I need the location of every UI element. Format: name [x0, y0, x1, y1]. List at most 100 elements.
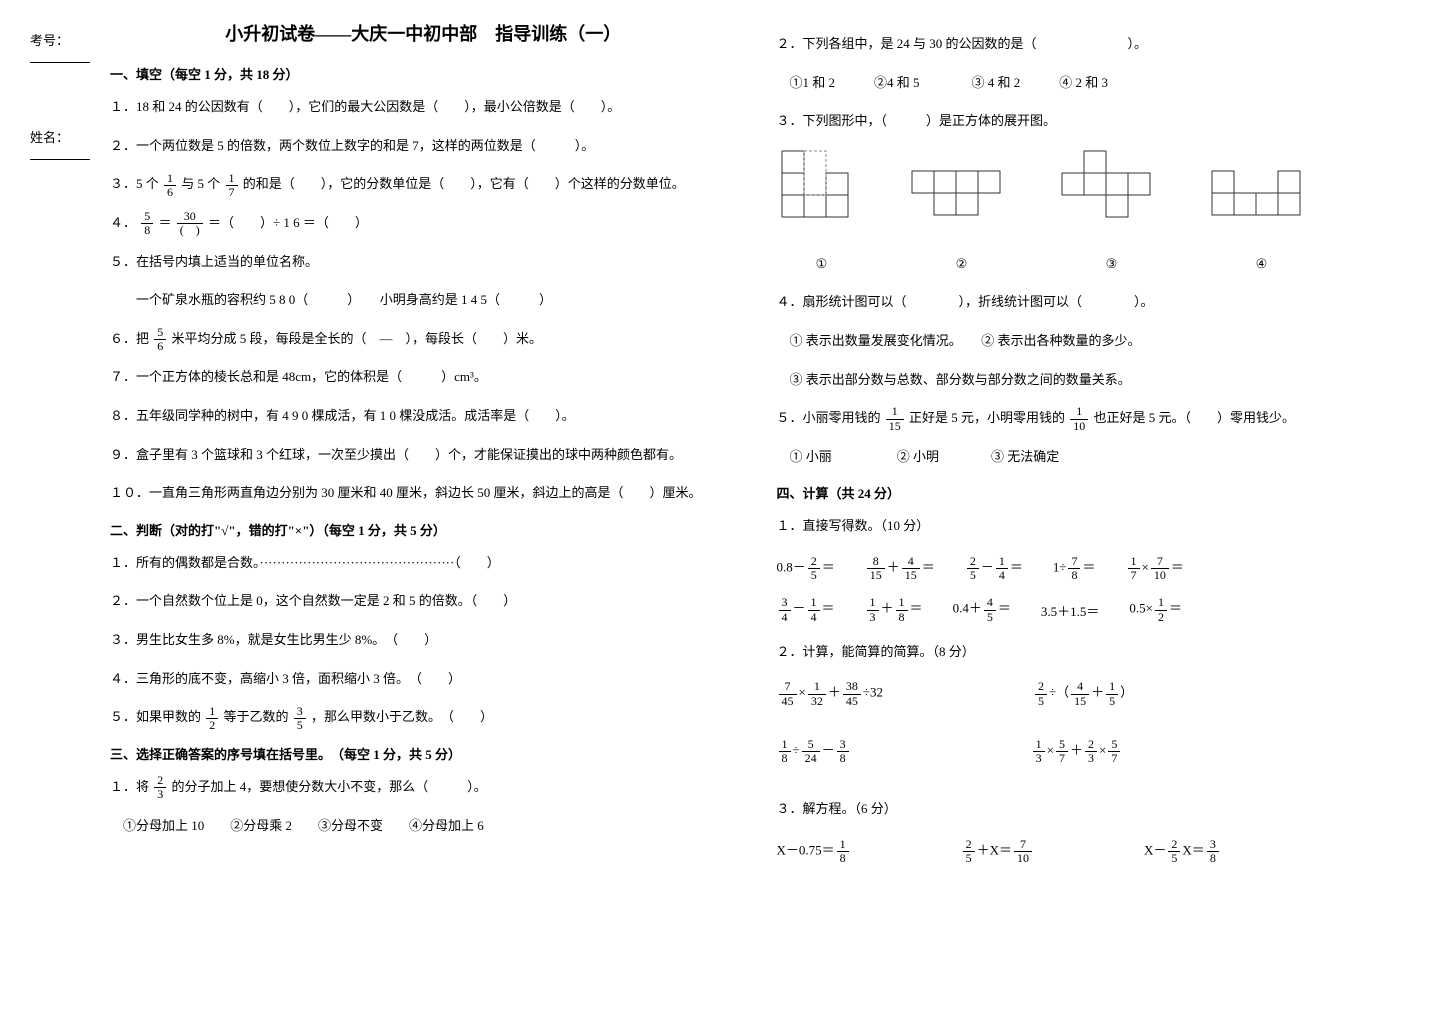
eq-2c: 0.4＋45＝ [953, 596, 1011, 623]
s3-q4-opts1: ① 表示出数量发展变化情况。 ② 表示出各种数量的多少。 [777, 327, 1404, 356]
s1-q3-c: 的和是（ ），它的分数单位是（ ），它有（ ）个这样的分数单位。 [243, 176, 685, 191]
section-1-head: 一、填空（每空 1 分，共 18 分） [110, 64, 737, 83]
s3-q4: ４．扇形统计图可以（ ），折线统计图可以（ ）。 [777, 288, 1404, 317]
s1-q3: ３．5 个 16 与 5 个 17 的和是（ ），它的分数单位是（ ），它有（ … [110, 170, 737, 199]
s4-sub2: ２．计算，能简算的简算。（8 分） [777, 638, 1404, 667]
mental-row-1: 0.8－25＝ 815＋415＝ 25－14＝ 1÷78＝ 17×710＝ [777, 555, 1404, 582]
calc-row-1: 745×132＋3845÷32 25÷（415＋15） [777, 680, 1404, 707]
net-label-4: ④ [1207, 250, 1317, 279]
eq-1d: 1÷78＝ [1053, 555, 1096, 582]
s2-q5-b: 等于乙数的 [224, 709, 289, 724]
paper-title: 小升初试卷——大庆一中初中部 指导训练（一） [110, 20, 737, 46]
eq-1b: 815＋415＝ [865, 555, 935, 582]
s3-q5-opts: ① 小丽 ② 小明 ③ 无法确定 [777, 443, 1404, 472]
exam-page: 考号： 姓名： 小升初试卷——大庆一中初中部 指导训练（一） 一、填空（每空 1… [30, 20, 1403, 879]
frac-1-7: 17 [226, 172, 238, 199]
eq-2d: 3.5＋1.5＝ [1041, 601, 1100, 620]
s3-q1: １．将 23 的分子加上 4，要想使分数大小不变，那么（ ）。 [110, 773, 737, 802]
net-1 [777, 146, 867, 240]
content-columns: 小升初试卷——大庆一中初中部 指导训练（一） 一、填空（每空 1 分，共 18 … [110, 20, 1403, 879]
student-name-label: 姓名： [30, 127, 110, 164]
s1-q5: ５．在括号内填上适当的单位名称。 [110, 248, 737, 277]
net-label-3: ③ [1057, 250, 1167, 279]
eq-1c: 25－14＝ [965, 555, 1023, 582]
calc-a: 745×132＋3845÷32 [777, 680, 884, 707]
frac-30-blank: 30( ) [177, 210, 203, 237]
exam-no-text: 考号： [30, 33, 69, 48]
s3-q2: ２．下列各组中，是 24 与 30 的公因数的是（ ）。 [777, 30, 1404, 59]
s3-q3: ３．下列图形中，（ ）是正方体的展开图。 [777, 107, 1404, 136]
s2-q1: １．所有的偶数都是合数。····························… [110, 549, 737, 578]
net-4 [1207, 166, 1317, 240]
net-label-1: ① [777, 250, 867, 279]
s3-q1-b: 的分子加上 4，要想使分数大小不变，那么（ ）。 [172, 779, 487, 794]
s1-q10: １０．一直角三角形两直角边分别为 30 厘米和 40 厘米，斜边长 50 厘米，… [110, 479, 737, 508]
s1-q9: ９．盒子里有 3 个篮球和 3 个红球，一次至少摸出（ ）个，才能保证摸出的球中… [110, 441, 737, 470]
frac-1-10: 110 [1070, 405, 1088, 432]
s1-q6: ６．把 56 米平均分成 5 段，每段是全长的（ — ），每段长（ ）米。 [110, 325, 737, 354]
calc-c: 18÷524－38 [777, 738, 851, 765]
binding-margin: 考号： 姓名： [30, 20, 110, 879]
eqn-row: X－0.75＝18 25＋X＝710 X－25X＝38 [777, 838, 1404, 865]
frac-5-8: 58 [141, 210, 153, 237]
s1-q6-b: 米平均分成 5 段，每段是全长的（ — ），每段长（ ）米。 [172, 331, 543, 346]
s1-q7: ７．一个正方体的棱长总和是 48cm，它的体积是（ ）cm³。 [110, 363, 737, 392]
net-2 [907, 166, 1017, 240]
net-label-2: ② [907, 250, 1017, 279]
s1-q5-line: 一个矿泉水瓶的容积约 5 8 0（ ） 小明身高约是 1 4 5（ ） [110, 286, 737, 315]
s2-q5-a: ５．如果甲数的 [110, 709, 201, 724]
blank-line [30, 49, 90, 63]
net-labels: ① ② ③ ④ [777, 250, 1404, 279]
s4-sub1: １．直接写得数。（10 分） [777, 512, 1404, 541]
s1-q4-b: ＝（ ）÷ 1 6 ＝（ ） [208, 215, 368, 230]
calc-row-2: 18÷524－38 13×57＋23×57 [777, 738, 1404, 765]
s3-q5-a: ５．小丽零用钱的 [777, 410, 881, 425]
frac-3-5: 35 [294, 705, 306, 732]
eqn-a: X－0.75＝18 [777, 838, 851, 865]
frac-1-15: 115 [886, 405, 904, 432]
s4-sub3: ３．解方程。（6 分） [777, 795, 1404, 824]
eq-2a: 34－14＝ [777, 596, 835, 623]
eq-1e: 17×710＝ [1126, 555, 1184, 582]
calc-b: 25÷（415＋15） [1033, 680, 1133, 707]
section-2-head: 二、判断（对的打"√"，错的打"×"）（每空 1 分，共 5 分） [110, 520, 737, 539]
s3-q4-opts2: ③ 表示出部分数与总数、部分数与部分数之间的数量关系。 [777, 366, 1404, 395]
s1-q8: ８．五年级同学种的树中，有 4 9 0 棵成活，有 1 0 棵没成活。成活率是（… [110, 402, 737, 431]
s2-q5: ５．如果甲数的 12 等于乙数的 35 ，那么甲数小于乙数。 （ ） [110, 703, 737, 732]
section-4-head: 四、计算（共 24 分） [777, 483, 1404, 502]
eq-2b: 13＋18＝ [865, 596, 923, 623]
mental-row-2: 34－14＝ 13＋18＝ 0.4＋45＝ 3.5＋1.5＝ 0.5×12＝ [777, 596, 1404, 623]
s3-q5-c: 也正好是 5 元。（ ）零用钱少。 [1094, 410, 1296, 425]
net-3 [1057, 146, 1167, 240]
blank-line [30, 146, 90, 160]
calc-d: 13×57＋23×57 [1031, 738, 1123, 765]
s1-q3-a: ３．5 个 [110, 176, 159, 191]
s2-q2: ２．一个自然数个位上是 0，这个自然数一定是 2 和 5 的倍数。（ ） [110, 587, 737, 616]
eqn-c: X－25X＝38 [1144, 838, 1221, 865]
s3-q2-opts: ①1 和 2 ②4 和 5 ③ 4 和 2 ④ 2 和 3 [777, 69, 1404, 98]
s3-q5-b: 正好是 5 元，小明零用钱的 [909, 410, 1065, 425]
s1-q6-a: ６．把 [110, 331, 149, 346]
eq-2e: 0.5×12＝ [1129, 596, 1182, 623]
frac-2-3: 23 [154, 774, 166, 801]
left-column: 小升初试卷——大庆一中初中部 指导训练（一） 一、填空（每空 1 分，共 18 … [110, 20, 737, 879]
s3-q5: ５．小丽零用钱的 115 正好是 5 元，小明零用钱的 110 也正好是 5 元… [777, 404, 1404, 433]
s2-q5-c: ，那么甲数小于乙数。 （ ） [311, 709, 493, 724]
s1-q4: ４． 58 ＝ 30( ) ＝（ ）÷ 1 6 ＝（ ） [110, 209, 737, 238]
eq-1a: 0.8－25＝ [777, 555, 835, 582]
eqn-b: 25＋X＝710 [961, 838, 1034, 865]
exam-number-label: 考号： [30, 30, 110, 67]
s1-q4-a: ４． [110, 215, 136, 230]
s1-q2: ２．一个两位数是 5 的倍数，两个数位上数字的和是 7，这样的两位数是（ ）。 [110, 132, 737, 161]
frac-5-6: 56 [154, 326, 166, 353]
s1-q3-b: 与 5 个 [181, 176, 220, 191]
cube-nets [777, 146, 1404, 240]
section-3-head: 三、选择正确答案的序号填在括号里。 （每空 1 分，共 5 分） [110, 744, 737, 763]
frac-1-6: 16 [164, 172, 176, 199]
s3-q1-opts: ①分母加上 10 ②分母乘 2 ③分母不变 ④分母加上 6 [110, 812, 737, 841]
s3-q1-a: １．将 [110, 779, 149, 794]
right-column: ２．下列各组中，是 24 与 30 的公因数的是（ ）。 ①1 和 2 ②4 和… [777, 20, 1404, 879]
s1-q1: １．18 和 24 的公因数有（ ），它们的最大公因数是（ ），最小公倍数是（ … [110, 93, 737, 122]
frac-1-2: 12 [206, 705, 218, 732]
s2-q4: ４．三角形的底不变，高缩小 3 倍，面积缩小 3 倍。 （ ） [110, 665, 737, 694]
